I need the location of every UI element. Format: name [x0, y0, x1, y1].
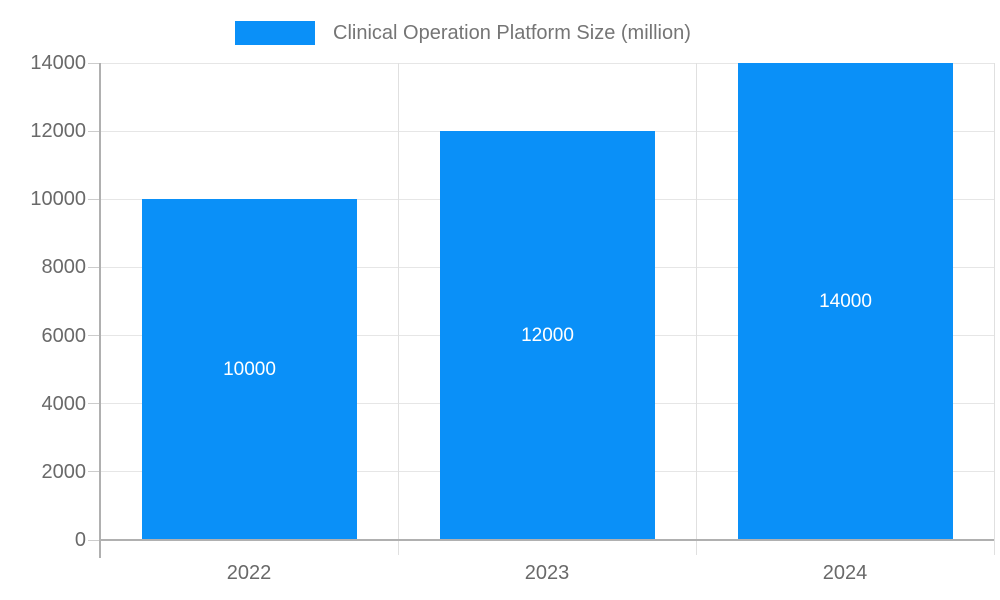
y-axis-tick	[88, 130, 100, 132]
gridline-vertical	[397, 63, 399, 555]
y-axis-tick-label: 8000	[41, 256, 87, 279]
legend-label: Clinical Operation Platform Size (millio…	[333, 22, 691, 44]
y-axis-tick	[88, 539, 100, 541]
y-axis-line	[99, 63, 101, 558]
y-axis-tick-label: 10000	[30, 188, 86, 211]
bar: 14000	[738, 63, 953, 540]
y-axis-tick	[88, 198, 100, 200]
y-axis-tick	[88, 62, 100, 64]
y-axis-tick-label: 14000	[30, 52, 86, 74]
y-axis-tick	[88, 335, 100, 337]
x-axis-tick-label: 2023	[524, 562, 570, 584]
gridline-vertical	[993, 63, 995, 555]
bar-value-label: 14000	[819, 290, 872, 312]
gridline-vertical	[695, 63, 697, 555]
y-axis-tick	[88, 403, 100, 405]
y-axis-tick	[88, 471, 100, 473]
y-axis-tick-label: 2000	[41, 460, 87, 483]
bar: 12000	[440, 131, 655, 540]
x-axis-tick-label: 2022	[226, 562, 272, 584]
y-axis-tick-label: 4000	[41, 392, 87, 415]
legend-swatch	[235, 21, 315, 45]
x-axis-baseline	[100, 539, 994, 541]
plot-area: 0 2000 4000 6000 8000 10000 12000 14000 10000 120…	[30, 52, 995, 584]
y-axis-tick-label: 12000	[30, 120, 86, 143]
y-axis-tick-label: 0	[74, 529, 86, 551]
y-axis-tick	[88, 266, 100, 268]
bar-value-label: 12000	[521, 324, 574, 346]
chart-legend: Clinical Operation Platform Size (millio…	[235, 21, 691, 45]
gridline-horizontal	[100, 62, 994, 64]
bar-value-label: 10000	[223, 358, 276, 380]
x-axis-tick-label: 2024	[822, 562, 868, 584]
bar: 10000	[142, 199, 357, 540]
y-axis-tick-label: 6000	[41, 324, 87, 347]
